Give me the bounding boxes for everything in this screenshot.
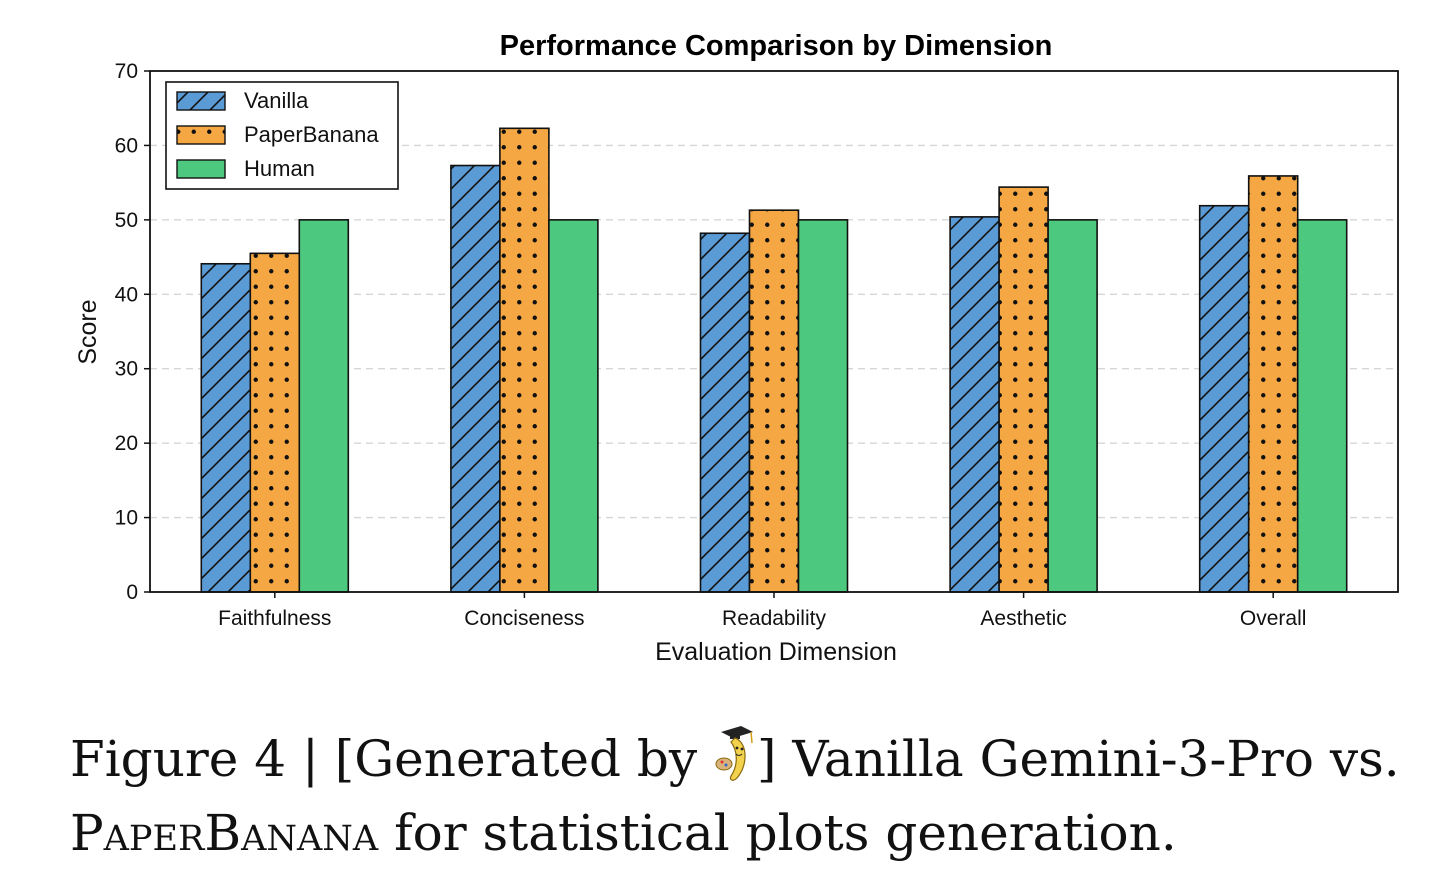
- x-axis-label: Evaluation Dimension: [655, 638, 897, 666]
- x-tick-label: Conciseness: [464, 607, 584, 630]
- bar-fill: [548, 219, 598, 592]
- bar-hatch: [250, 253, 300, 592]
- bars: [200, 127, 1348, 593]
- bar-hatch: [700, 233, 750, 593]
- y-tick-label: 20: [115, 432, 138, 455]
- bar-hatch: [950, 216, 1000, 592]
- y-axis-label: Score: [74, 299, 102, 364]
- legend-label: Vanilla: [244, 88, 309, 113]
- y-tick-label: 70: [115, 60, 138, 83]
- bar-chart: Performance Comparison by Dimension Fait…: [74, 30, 1399, 666]
- bar-hatch: [450, 165, 500, 592]
- y-tick-label: 0: [126, 581, 138, 604]
- bar-paperbanana-overall: [1247, 175, 1299, 593]
- y-tick-label: 10: [115, 507, 138, 530]
- legend: Vanilla PaperBanana Human: [165, 81, 399, 190]
- bar-hatch: [201, 263, 251, 592]
- banana-scholar-icon: [715, 726, 753, 781]
- bar-human-overall: [1296, 219, 1348, 593]
- bar-paperbanana-aesthetic: [998, 186, 1049, 593]
- chart-title: Performance Comparison by Dimension: [500, 30, 1053, 62]
- legend-swatch-outline: [176, 159, 226, 179]
- caption-prefix: Figure 4 | [Generated by: [70, 730, 713, 788]
- legend-entry-paperbanana: PaperBanana: [176, 122, 379, 147]
- legend-entry-human: Human: [176, 156, 315, 181]
- legend-label: PaperBanana: [244, 122, 379, 147]
- bar-hatch: [1199, 205, 1249, 593]
- bar-human-aesthetic: [1047, 219, 1098, 593]
- bar-vanilla-faithfulness: [200, 262, 252, 593]
- bar-human-readability: [797, 219, 849, 593]
- caption-brand: PaperBanana: [70, 804, 379, 862]
- x-tick-label: Readability: [722, 607, 826, 630]
- bar-vanilla-overall: [1198, 204, 1250, 593]
- bar-hatch: [1248, 175, 1298, 593]
- legend-swatch-outline: [176, 125, 226, 145]
- bar-fill: [798, 219, 848, 592]
- y-tick-label: 50: [115, 209, 138, 232]
- bar-hatch: [999, 187, 1049, 592]
- legend-label: Human: [244, 156, 315, 181]
- y-tick-label: 40: [115, 283, 138, 306]
- bar-vanilla-conciseness: [450, 164, 501, 593]
- bar-vanilla-aesthetic: [949, 216, 1000, 593]
- bar-vanilla-readability: [699, 232, 751, 593]
- y-tick-label: 60: [115, 134, 138, 157]
- bar-human-conciseness: [548, 219, 599, 593]
- bar-hatch: [749, 210, 799, 592]
- figure-caption: Figure 4 | [Generated by ] Vanilla Gemin…: [70, 722, 1440, 870]
- bar-paperbanana-readability: [748, 209, 800, 593]
- caption-middle: ] Vanilla Gemini-3-Pro vs.: [757, 730, 1400, 788]
- bar-hatch: [499, 128, 549, 592]
- bar-human-faithfulness: [298, 219, 350, 593]
- bar-paperbanana-conciseness: [499, 127, 550, 593]
- x-tick-label: Aesthetic: [980, 607, 1066, 630]
- legend-swatch: [177, 160, 225, 178]
- legend-swatch-hatch: [177, 126, 225, 144]
- x-tick-label: Overall: [1240, 607, 1307, 630]
- bar-fill: [1297, 219, 1347, 592]
- caption-suffix: for statistical plots generation.: [378, 804, 1177, 862]
- x-tick-label: Faithfulness: [218, 607, 331, 630]
- bar-paperbanana-faithfulness: [249, 252, 301, 593]
- bar-fill: [1048, 219, 1098, 592]
- legend-swatch-hatch: [177, 92, 225, 110]
- y-tick-label: 30: [115, 358, 138, 381]
- plot-frame: [149, 70, 1399, 593]
- legend-entry-vanilla: Vanilla: [176, 88, 309, 113]
- bar-fill: [299, 219, 349, 592]
- axes: Faithfulness Conciseness Readability Aesthe…: [115, 60, 1399, 630]
- legend-swatch-outline: [176, 91, 226, 111]
